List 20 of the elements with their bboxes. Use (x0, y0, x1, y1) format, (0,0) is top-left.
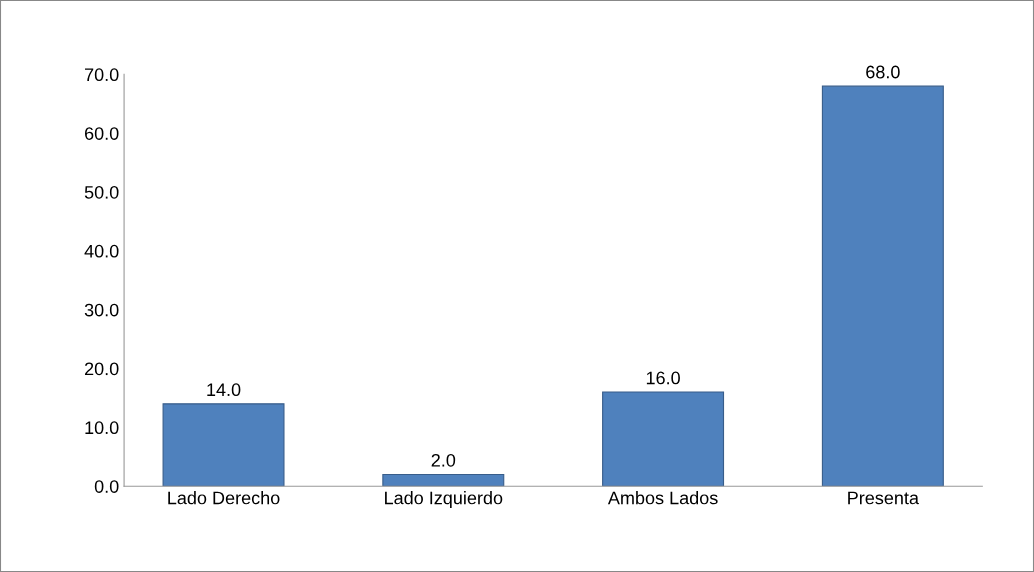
y-tick-label: 20.0 (84, 362, 119, 376)
bar (382, 473, 505, 487)
x-tick-label: Lado Izquierdo (385, 491, 503, 508)
bar (162, 403, 285, 487)
data-label: 14.0 (207, 383, 241, 397)
x-tick-label: Presenta (848, 491, 919, 505)
y-tick-label: 70.0 (85, 68, 119, 82)
bar (602, 391, 725, 487)
y-tick-label: 30.0 (84, 303, 119, 317)
data-label: 2.0 (431, 453, 456, 467)
data-label: 16.0 (646, 371, 680, 385)
y-tick-label: 60.0 (85, 127, 119, 140)
y-tick-label: 40.0 (84, 244, 119, 258)
x-tick-label: Lado Derecho (168, 491, 280, 505)
y-tick-label: 10.0 (85, 421, 119, 435)
y-tick-label: 50.0 (84, 185, 119, 199)
y-tick-label: 0.0 (94, 480, 119, 493)
data-label: 68.0 (866, 65, 900, 79)
x-tick-label: Ambos Lados (607, 491, 718, 505)
bar (821, 85, 944, 487)
